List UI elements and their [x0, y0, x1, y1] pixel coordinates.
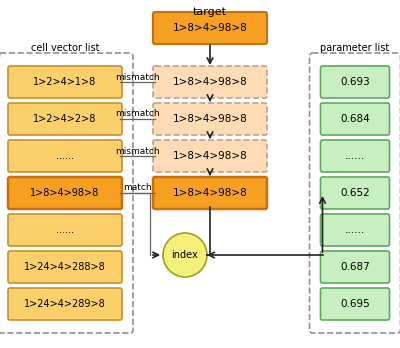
FancyBboxPatch shape	[320, 288, 390, 320]
Text: parameter list: parameter list	[320, 43, 390, 53]
Text: ......: ......	[56, 225, 74, 235]
Text: 1>8>4>98>8: 1>8>4>98>8	[173, 114, 247, 124]
FancyBboxPatch shape	[8, 140, 122, 172]
FancyBboxPatch shape	[320, 66, 390, 98]
FancyBboxPatch shape	[8, 66, 122, 98]
Text: 1>24>4>288>8: 1>24>4>288>8	[24, 262, 106, 272]
FancyBboxPatch shape	[8, 177, 122, 209]
Text: 1>24>4>289>8: 1>24>4>289>8	[24, 299, 106, 309]
FancyBboxPatch shape	[8, 214, 122, 246]
Text: ......: ......	[56, 151, 74, 161]
Text: 1>8>4>98>8: 1>8>4>98>8	[173, 23, 247, 33]
FancyBboxPatch shape	[153, 140, 267, 172]
FancyBboxPatch shape	[320, 103, 390, 135]
FancyBboxPatch shape	[153, 12, 267, 44]
Text: 1>8>4>98>8: 1>8>4>98>8	[173, 151, 247, 161]
Text: mismatch: mismatch	[115, 147, 160, 156]
Text: match: match	[123, 183, 152, 192]
FancyBboxPatch shape	[8, 288, 122, 320]
Text: 1>8>4>98>8: 1>8>4>98>8	[173, 77, 247, 87]
FancyBboxPatch shape	[320, 177, 390, 209]
Text: mismatch: mismatch	[115, 110, 160, 119]
Text: 0.652: 0.652	[340, 188, 370, 198]
FancyBboxPatch shape	[8, 103, 122, 135]
FancyBboxPatch shape	[320, 251, 390, 283]
Text: mismatch: mismatch	[115, 72, 160, 81]
FancyBboxPatch shape	[153, 177, 267, 209]
Circle shape	[163, 233, 207, 277]
Text: 1>8>4>98>8: 1>8>4>98>8	[173, 188, 247, 198]
FancyBboxPatch shape	[320, 214, 390, 246]
Text: 0.684: 0.684	[340, 114, 370, 124]
Text: ......: ......	[345, 225, 365, 235]
Text: index: index	[172, 250, 198, 260]
FancyBboxPatch shape	[153, 66, 267, 98]
FancyBboxPatch shape	[8, 251, 122, 283]
Text: 0.687: 0.687	[340, 262, 370, 272]
Text: 1>8>4>98>8: 1>8>4>98>8	[30, 188, 100, 198]
Text: cell vector list: cell vector list	[31, 43, 99, 53]
Text: 1>2>4>1>8: 1>2>4>1>8	[33, 77, 97, 87]
Text: ......: ......	[345, 151, 365, 161]
Text: target: target	[193, 7, 227, 17]
FancyBboxPatch shape	[153, 103, 267, 135]
FancyBboxPatch shape	[320, 140, 390, 172]
Text: 1>2>4>2>8: 1>2>4>2>8	[33, 114, 97, 124]
Text: 0.693: 0.693	[340, 77, 370, 87]
Text: 0.695: 0.695	[340, 299, 370, 309]
